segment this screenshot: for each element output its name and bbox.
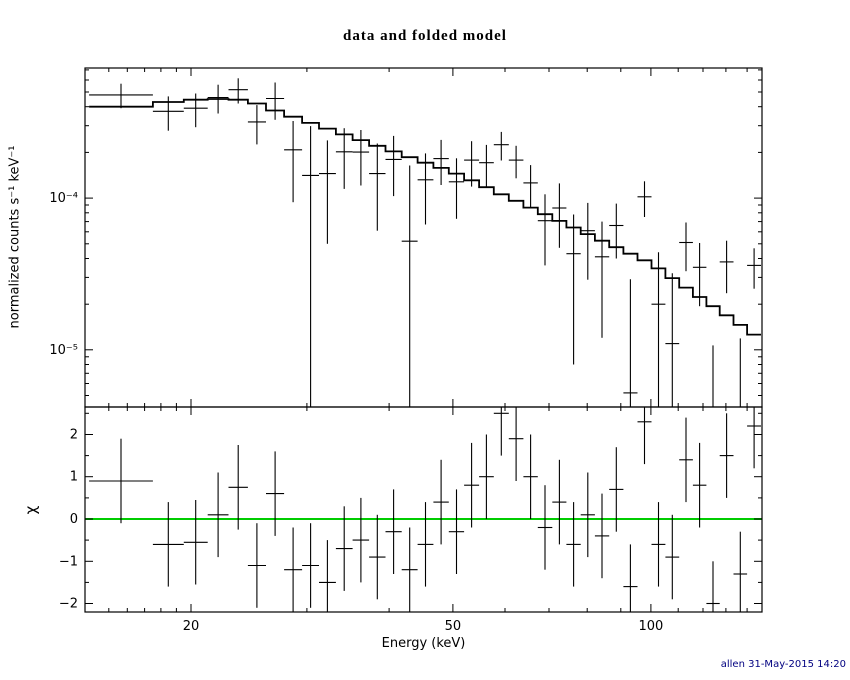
y-tick-label: 10⁻⁴ [49,191,78,206]
y-tick-label: −2 [59,597,78,612]
x-tick-label: 100 [638,619,663,634]
y-tick-label: 0 [70,512,78,527]
y-tick-label: 2 [70,428,78,443]
y-tick-labels-bottom: −2 −1 0 1 2 [59,428,78,612]
plot-title: data and folded model [343,28,507,44]
x-axis-label: Energy (keV) [381,636,466,651]
y-tick-labels-top: 10⁻⁵ 10⁻⁴ [49,191,78,358]
y-tick-label: 1 [70,470,78,485]
x-tick-label: 50 [445,619,462,634]
x-tick-labels: 20 50 100 [183,619,664,634]
x-tick-label: 20 [183,619,200,634]
plot-timestamp: allen 31-May-2015 14:20 [720,659,846,670]
y-tick-label: −1 [59,554,78,569]
residual-errorbars [89,407,761,612]
axis-frame [84,67,763,613]
axis-ticks [85,68,762,612]
y-tick-label: 10⁻⁵ [49,343,78,358]
spectrum-errorbars [89,78,761,407]
